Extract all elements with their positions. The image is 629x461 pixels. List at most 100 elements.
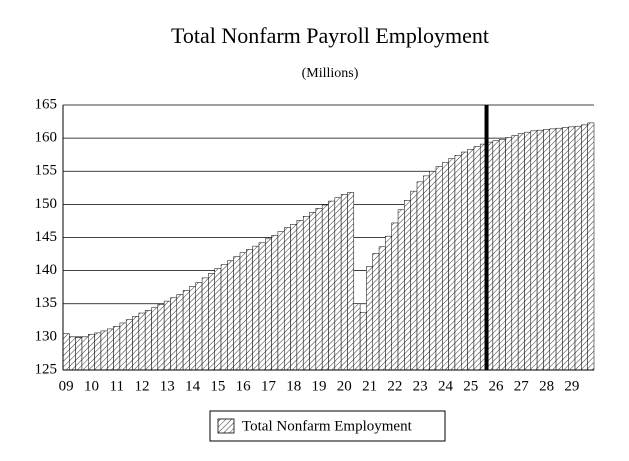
x-tick-label: 26 [489,378,505,394]
x-tick-label: 25 [463,378,478,394]
chart-subtitle: (Millions) [302,66,359,81]
bar [239,252,247,371]
bar [151,307,159,371]
bar [271,235,279,371]
chart-title: Total Nonfarm Payroll Employment [171,23,489,48]
bar [530,130,538,371]
bar [107,328,114,371]
bar [467,149,475,371]
bar [536,129,544,371]
bar [461,151,468,371]
bar [366,266,373,371]
bar [69,336,76,371]
bar [62,333,70,371]
y-tick-label: 160 [35,130,58,146]
bar [511,135,519,371]
bar [246,249,253,371]
bar [214,268,222,371]
y-tick-label: 155 [35,163,58,179]
bar [473,146,481,371]
bar [265,238,272,371]
x-tick-label: 15 [210,378,225,394]
bar [119,322,127,371]
bar [170,297,178,371]
bar [290,224,298,371]
bar [498,139,506,371]
bar [227,260,234,371]
legend: Total Nonfarm Employment [209,410,446,442]
x-tick-label: 11 [110,378,124,394]
x-tick-label: 17 [261,378,277,394]
bar [587,122,595,371]
bar [359,312,367,371]
bar [581,124,588,371]
bar [233,256,241,371]
bar [132,316,140,371]
bar [385,235,392,371]
bar [195,282,203,371]
bar [88,333,95,371]
legend-label: Total Nonfarm Employment [242,418,413,434]
bar [284,227,291,371]
bar [302,216,310,371]
bar [353,303,361,371]
bar [454,155,462,371]
bar [113,326,121,371]
x-tick-label: 20 [337,378,352,394]
bar [144,310,152,371]
x-tick-label: 27 [514,378,530,394]
legend-swatch [217,418,235,434]
bar [163,300,171,371]
bar [549,128,557,371]
x-tick-label: 23 [413,378,428,394]
x-tick-label: 09 [59,378,74,394]
bar [543,129,551,371]
bar [524,131,532,371]
x-tick-label: 10 [84,378,99,394]
y-tick-label: 150 [35,196,58,212]
bar [505,137,513,371]
bar [347,192,355,371]
bar [423,175,430,371]
bar [315,208,323,371]
bar [574,125,582,371]
x-tick-label: 19 [312,378,327,394]
bar [328,200,336,371]
bar [100,330,108,371]
x-tick-label: 22 [387,378,402,394]
bar [448,158,456,371]
bar [296,220,304,371]
x-tick-label: 24 [438,378,454,394]
y-tick-label: 165 [35,96,58,112]
x-tick-label: 18 [286,378,301,394]
bar [321,204,329,371]
bar [562,127,569,371]
bar [517,133,525,371]
bar [182,290,190,371]
bar [94,332,102,371]
bar [189,286,197,371]
x-tick-label: 14 [185,378,201,394]
bar [252,245,260,371]
bar [435,166,443,371]
bar [125,319,133,371]
x-tick-label: 12 [135,378,150,394]
bar [397,209,405,371]
bar [309,212,317,371]
bar [277,231,285,371]
bar [429,171,437,371]
bar [492,140,500,371]
bar [410,190,418,371]
bar [378,246,386,371]
bar [404,200,411,371]
x-tick-label: 13 [160,378,175,394]
bar [176,294,184,371]
y-tick-label: 125 [35,361,58,377]
bar [442,162,449,371]
bar [416,181,424,371]
bar [201,277,209,371]
bar [157,304,165,371]
bar [138,312,146,371]
bar [568,126,576,371]
